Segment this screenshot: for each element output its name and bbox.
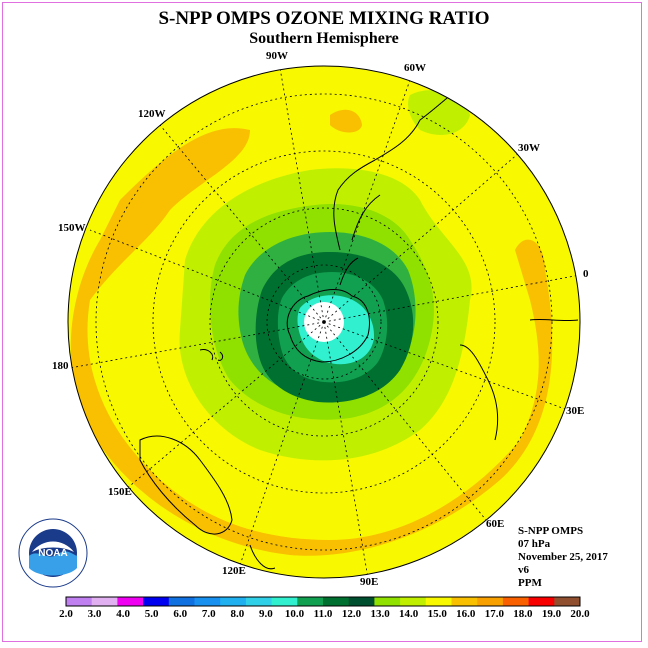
info-block: S-NPP OMPS 07 hPa November 25, 2017 v6 P… (518, 525, 608, 590)
map-title: S-NPP OMPS OZONE MIXING RATIO (158, 8, 490, 29)
info-units: PPM (518, 577, 542, 589)
colorbar-tick-label: 2.0 (59, 608, 73, 620)
colorbar-swatch (143, 597, 170, 606)
lon-label-60w: 60W (404, 62, 426, 74)
lon-label-30w: 30W (518, 142, 540, 154)
colorbar-swatch (245, 597, 273, 606)
colorbar-outline (65, 596, 581, 607)
colorbar-swatch (168, 597, 195, 606)
colorbar-swatch (451, 597, 478, 606)
colorbar-tick-label: 6.0 (173, 608, 188, 620)
colorbar-tick-label: 4.0 (116, 608, 130, 620)
colorbar-tick-label: 19.0 (541, 608, 562, 620)
colorbar-tick-label: 14.0 (399, 608, 419, 620)
info-date: November 25, 2017 (518, 551, 608, 563)
colorbar-swatch (91, 597, 118, 606)
colorbar-tick-label: 17.0 (484, 608, 504, 620)
coast-antarctica (286, 257, 370, 363)
colorbar-swatch (400, 597, 427, 606)
colorbar-tick-label: 9.0 (259, 608, 273, 620)
map-boundary (67, 65, 581, 579)
colorbar-tick-label: 18.0 (513, 608, 533, 620)
colorbar-tick-label: 20.0 (570, 608, 590, 620)
figure-frame (2, 2, 642, 642)
colorbar-swatch (117, 597, 144, 606)
info-version: v6 (518, 564, 529, 576)
lon-label-150e: 150E (108, 486, 132, 498)
map-subtitle: Southern Hemisphere (249, 30, 399, 47)
colorbar-swatch (220, 597, 247, 606)
noaa-logo-text: NOAA (38, 548, 67, 559)
band-16-17-north (330, 109, 362, 133)
colorbar-tick-label: 12.0 (341, 608, 362, 620)
colorbar-swatch (554, 597, 581, 606)
colorbar-swatch (348, 597, 375, 606)
colorbar-tick-label: 7.0 (201, 608, 216, 620)
colorbar-tick-label: 8.0 (230, 608, 245, 620)
lon-label-60e: 60E (486, 518, 505, 530)
lon-label-0: 0 (583, 268, 589, 280)
coast-south-america (333, 79, 471, 251)
info-instrument: S-NPP OMPS (518, 525, 584, 537)
graticule (69, 67, 580, 578)
noaa-logo: NOAA (18, 518, 88, 588)
colorbar-swatch (323, 597, 350, 606)
coast-australia (139, 435, 276, 570)
colorbar-swatch (194, 597, 221, 606)
colorbar-swatch (66, 597, 93, 606)
colorbar-swatch (374, 597, 401, 606)
colorbar-swatch (297, 597, 324, 606)
colorbar-tick-label: 3.0 (87, 608, 102, 620)
lon-label-180: 180 (52, 360, 69, 372)
colorbar-swatch (528, 597, 555, 606)
coast-africa (459, 318, 579, 441)
info-level: 07 hPa (518, 538, 551, 550)
colorbar-tick-label: 10.0 (284, 608, 305, 620)
colorbar-swatch (271, 597, 298, 606)
coast-new-zealand (199, 349, 224, 361)
colorbar-tick-label: 15.0 (427, 608, 447, 620)
lon-label-120w: 120W (138, 108, 166, 120)
colorbar-tick-label: 16.0 (456, 608, 476, 620)
colorbar-swatch (477, 597, 504, 606)
colorbar-swatch (502, 597, 530, 606)
colorbar-tick-label: 13.0 (370, 608, 390, 620)
lon-label-90e: 90E (360, 576, 379, 588)
colorbar-swatches (66, 597, 581, 606)
colorbar-swatch (425, 597, 452, 606)
lon-label-30e: 30E (566, 405, 585, 417)
colorbar-tick-label: 5.0 (144, 608, 159, 620)
lon-label-150w: 150W (58, 222, 86, 234)
lon-label-120e: 120E (222, 565, 246, 577)
colorbar-tick-label: 11.0 (313, 608, 333, 620)
lon-label-90w: 90W (266, 50, 288, 62)
